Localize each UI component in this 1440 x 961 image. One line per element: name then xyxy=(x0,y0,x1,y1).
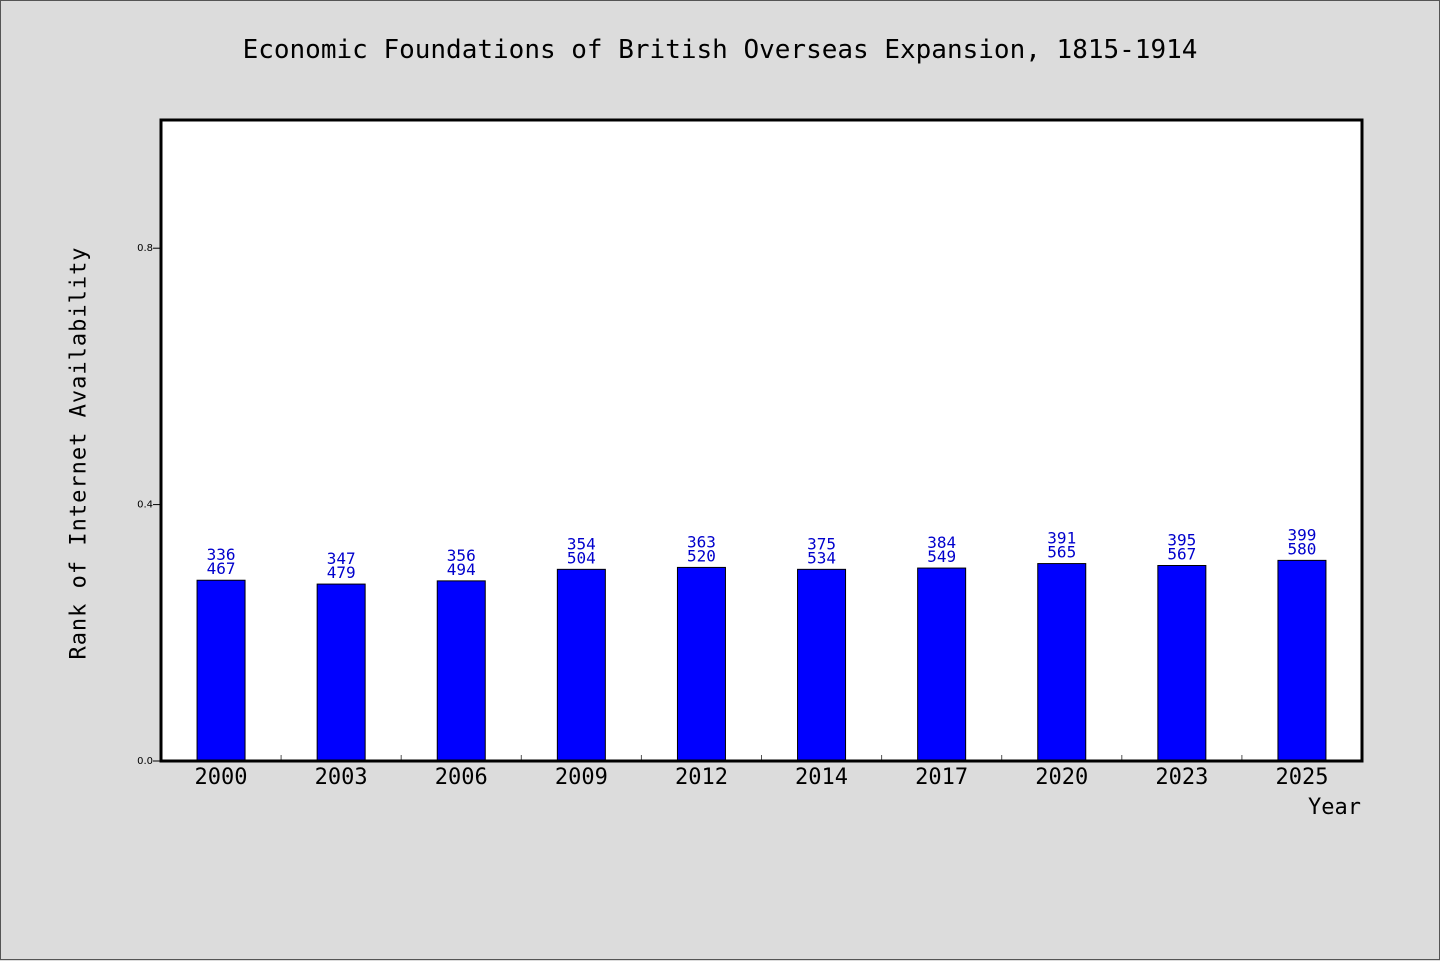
x-tick-label: 2023 xyxy=(1155,765,1208,790)
x-tick-label: 2014 xyxy=(795,765,848,790)
x-tick-label: 2012 xyxy=(675,765,728,790)
bar-label-upper: 356 xyxy=(447,546,476,565)
bar-label-upper: 391 xyxy=(1047,529,1076,548)
bar-label-upper: 375 xyxy=(807,534,836,553)
bar-label-upper: 336 xyxy=(207,545,236,564)
x-tick-label: 2009 xyxy=(555,765,608,790)
bar xyxy=(556,568,606,762)
bar xyxy=(436,580,486,762)
x-tick-label: 2017 xyxy=(915,765,968,790)
y-tick-label: 0.4 xyxy=(137,500,153,511)
bar xyxy=(1157,564,1207,762)
bar-label-upper: 384 xyxy=(927,533,956,552)
bar xyxy=(917,567,967,762)
bar-label-lower: 494 xyxy=(447,560,476,579)
bar xyxy=(676,566,726,762)
x-tick-label: 2020 xyxy=(1035,765,1088,790)
plot-frame xyxy=(159,118,1364,763)
bar-label-lower: 504 xyxy=(567,548,596,567)
x-tick-label: 2006 xyxy=(435,765,488,790)
bar-label-lower: 567 xyxy=(1167,544,1196,563)
x-tick-label: 2003 xyxy=(315,765,368,790)
bar-label-lower: 467 xyxy=(207,559,236,578)
bar xyxy=(1277,559,1327,762)
x-tick-label: 2000 xyxy=(195,765,248,790)
x-axis-label: Year xyxy=(1308,795,1361,820)
x-tick-label: 2025 xyxy=(1275,765,1328,790)
bar-label-lower: 549 xyxy=(927,547,956,566)
bar-label-upper: 347 xyxy=(327,549,356,568)
bar-label-upper: 354 xyxy=(567,534,596,553)
bar-label-upper: 363 xyxy=(687,532,716,551)
y-tick-label: 0.0 xyxy=(137,756,153,767)
bar-label-upper: 395 xyxy=(1167,530,1196,549)
chart-title: Economic Foundations of British Overseas… xyxy=(242,35,1198,65)
bar-label-lower: 580 xyxy=(1287,539,1316,558)
bar xyxy=(1037,563,1087,762)
bar xyxy=(797,568,847,762)
y-tick-label: 0.8 xyxy=(137,243,153,254)
bar xyxy=(316,583,366,762)
bar-label-lower: 565 xyxy=(1047,543,1076,562)
bar-label-lower: 479 xyxy=(327,563,356,582)
bar-label-lower: 520 xyxy=(687,546,716,565)
bar-label-lower: 534 xyxy=(807,548,836,567)
bar xyxy=(196,579,246,762)
bar-label-upper: 399 xyxy=(1287,525,1316,544)
